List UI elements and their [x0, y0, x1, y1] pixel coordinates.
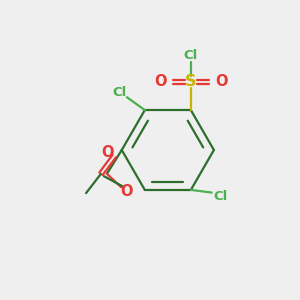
Text: Cl: Cl — [214, 190, 228, 203]
Text: O: O — [215, 74, 227, 89]
Text: O: O — [154, 74, 167, 89]
Text: O: O — [101, 145, 114, 160]
Text: O: O — [120, 184, 133, 199]
Text: Cl: Cl — [184, 49, 198, 62]
Text: Cl: Cl — [112, 86, 127, 99]
Text: S: S — [185, 74, 196, 89]
